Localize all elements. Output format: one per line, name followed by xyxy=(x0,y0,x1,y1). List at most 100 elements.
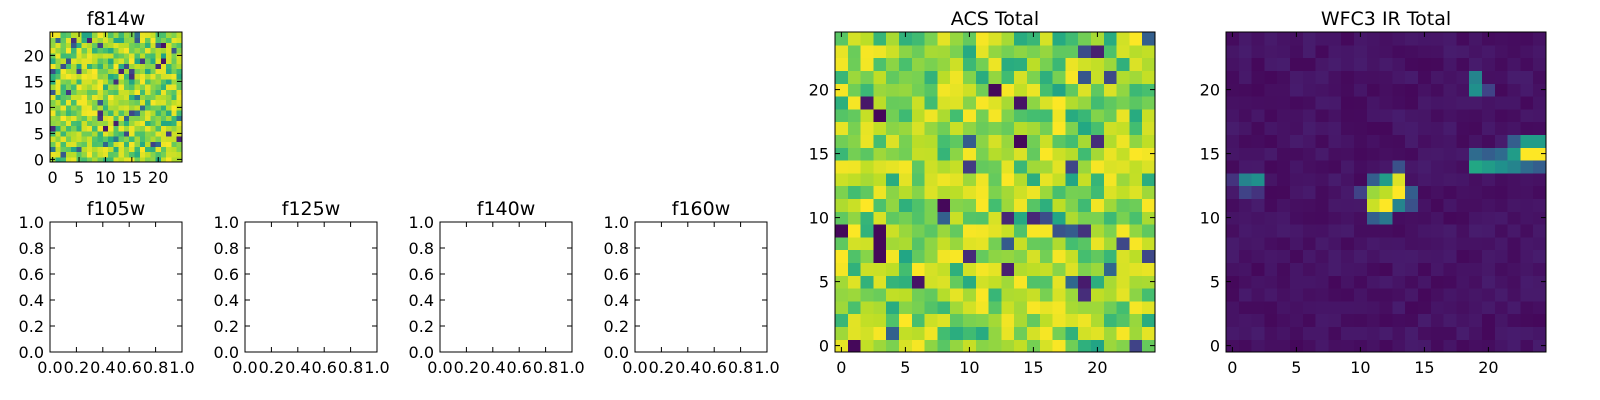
heatmap-cell xyxy=(176,68,183,75)
heatmap-cell xyxy=(1103,134,1118,148)
heatmap-cell xyxy=(835,96,849,110)
heatmap-cell xyxy=(1328,96,1342,110)
heatmap-cell xyxy=(1103,224,1118,238)
heatmap-cell xyxy=(139,146,146,153)
heatmap-cell xyxy=(97,58,104,64)
heatmap-cell xyxy=(835,236,849,251)
heatmap-cell xyxy=(1290,198,1304,212)
heatmap-cell xyxy=(1277,249,1291,263)
heatmap-cell xyxy=(950,185,964,199)
heatmap-cell xyxy=(860,32,874,46)
heatmap-cell xyxy=(1103,96,1118,110)
heatmap-cell xyxy=(1379,96,1393,110)
y-tick-label: 0.6 xyxy=(604,265,629,284)
heatmap-cell xyxy=(1469,32,1483,46)
heatmap-cell xyxy=(1366,339,1381,353)
heatmap-cell xyxy=(1482,44,1496,59)
heatmap-cell xyxy=(1302,147,1317,161)
heatmap-cell xyxy=(1277,134,1291,148)
heatmap-cell xyxy=(1238,339,1253,353)
heatmap-cell xyxy=(886,275,900,289)
heatmap-cell xyxy=(134,42,141,49)
heatmap-cell xyxy=(86,58,93,64)
heatmap-cell xyxy=(950,275,964,289)
heatmap-cell xyxy=(166,42,173,49)
y-tick-label: 0.0 xyxy=(409,343,434,362)
heatmap-cell xyxy=(1354,224,1368,238)
heatmap-cell xyxy=(1392,121,1406,135)
heatmap-cell xyxy=(1418,185,1432,199)
heatmap-cell xyxy=(1405,160,1419,174)
heatmap-cell xyxy=(1277,32,1291,46)
heatmap-cell xyxy=(1520,236,1534,251)
heatmap-cell xyxy=(145,130,151,137)
heatmap-cell xyxy=(81,37,88,43)
heatmap-cell xyxy=(139,151,146,158)
heatmap-cell xyxy=(924,121,938,135)
heatmap-cell xyxy=(145,73,151,80)
heatmap-cell xyxy=(1091,300,1105,315)
heatmap-cell xyxy=(60,58,67,64)
heatmap-cell xyxy=(835,300,849,315)
heatmap-cell xyxy=(1328,57,1342,71)
heatmap-cell xyxy=(1520,211,1534,225)
heatmap-cell xyxy=(924,83,938,97)
heatmap-cell xyxy=(911,326,926,340)
heatmap-cell xyxy=(166,37,173,43)
heatmap-cell xyxy=(1456,32,1470,46)
heatmap-cell xyxy=(1354,96,1368,110)
heatmap-cell xyxy=(76,130,83,137)
heatmap-cell xyxy=(963,121,977,135)
heatmap-cell xyxy=(886,32,900,46)
heatmap-cell xyxy=(1315,96,1329,110)
heatmap-cell xyxy=(160,68,167,75)
heatmap-cell xyxy=(1226,134,1240,148)
heatmap-cell xyxy=(50,110,56,116)
heatmap-cell xyxy=(113,151,120,158)
heatmap-cell xyxy=(1392,224,1406,238)
heatmap-cell xyxy=(55,94,62,101)
heatmap-cell xyxy=(1027,83,1041,97)
heatmap-cell xyxy=(924,288,938,302)
heatmap-cell xyxy=(134,68,141,75)
heatmap-cell xyxy=(950,288,964,302)
heatmap-cell xyxy=(1142,224,1156,238)
heatmap-cell xyxy=(155,89,162,95)
heatmap-cell xyxy=(1482,313,1496,327)
heatmap-cell xyxy=(65,32,72,38)
heatmap-cell xyxy=(118,78,125,85)
heatmap-cell xyxy=(1277,147,1291,161)
heatmap-cell xyxy=(1302,288,1317,302)
heatmap-cell xyxy=(1520,160,1534,174)
heatmap-cell xyxy=(1469,70,1483,84)
heatmap-cell xyxy=(86,125,93,132)
heatmap-cell xyxy=(860,172,874,187)
heatmap-cell xyxy=(1392,249,1406,263)
heatmap-cell xyxy=(176,141,183,147)
heatmap-cell xyxy=(1494,121,1509,135)
heatmap-cell xyxy=(123,94,130,101)
heatmap-cell xyxy=(102,63,109,69)
heatmap-cell xyxy=(1328,83,1342,97)
heatmap-cell xyxy=(1116,147,1130,161)
heatmap-cell xyxy=(950,70,964,84)
heatmap-cell xyxy=(171,104,178,111)
heatmap-cell xyxy=(1482,32,1496,46)
heatmap-cell xyxy=(1354,300,1368,315)
heatmap-cell xyxy=(1494,185,1509,199)
heatmap-cell xyxy=(1315,275,1329,289)
heatmap-cell xyxy=(155,73,162,80)
heatmap-cell xyxy=(1443,108,1457,123)
heatmap-cell xyxy=(1366,108,1381,123)
heatmap-cell xyxy=(1469,185,1483,199)
heatmap-cell xyxy=(873,326,887,340)
heatmap-cell xyxy=(1226,326,1240,340)
heatmap-cell xyxy=(1418,44,1432,59)
heatmap-cell xyxy=(1290,121,1304,135)
heatmap-cell xyxy=(873,249,887,263)
heatmap-cell xyxy=(1494,224,1509,238)
heatmap-cell xyxy=(1027,300,1041,315)
heatmap-cell xyxy=(118,104,125,111)
